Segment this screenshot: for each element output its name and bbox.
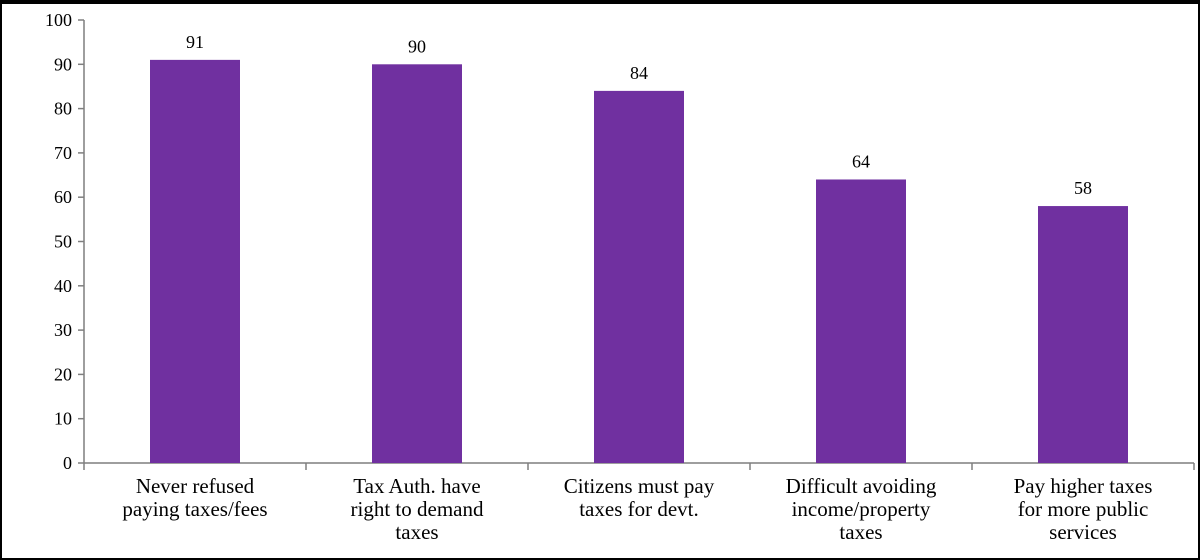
y-tick-label: 30 bbox=[54, 320, 72, 340]
x-category-label: Pay higher taxes bbox=[1014, 474, 1153, 498]
data-label: 64 bbox=[852, 151, 870, 171]
y-tick-label: 50 bbox=[54, 232, 72, 252]
x-category-label: taxes bbox=[395, 520, 438, 544]
bar bbox=[816, 179, 906, 464]
bar bbox=[372, 64, 462, 464]
data-label: 90 bbox=[408, 36, 426, 56]
axes: 0 10 20 30 40 50 60 70 80 90 100 bbox=[45, 10, 1195, 473]
x-category-label: right to demand bbox=[351, 497, 484, 521]
x-category-label: income/property bbox=[792, 497, 931, 521]
x-category-label: Citizens must pay bbox=[564, 474, 715, 498]
data-label: 91 bbox=[186, 32, 204, 52]
y-tick-label: 70 bbox=[54, 143, 72, 163]
bar bbox=[1038, 206, 1128, 463]
bar bbox=[594, 90, 684, 463]
y-tick-label: 0 bbox=[63, 453, 72, 473]
y-tick-label: 10 bbox=[54, 409, 72, 429]
bars bbox=[150, 59, 1128, 464]
x-category-label: Difficult avoiding bbox=[786, 474, 937, 498]
y-tick-label: 90 bbox=[54, 54, 72, 74]
x-category-label: taxes for devt. bbox=[579, 497, 699, 521]
title-band-edge bbox=[2, 0, 1200, 4]
y-tick-label: 100 bbox=[45, 10, 72, 30]
x-category-label: Never refused bbox=[136, 474, 255, 498]
x-category-label: for more public bbox=[1018, 497, 1149, 521]
y-tick-label: 40 bbox=[54, 276, 72, 296]
x-category-label: paying taxes/fees bbox=[122, 497, 267, 521]
data-label: 84 bbox=[630, 63, 648, 83]
x-category-label: services bbox=[1049, 520, 1117, 544]
y-tick-label: 20 bbox=[54, 364, 72, 384]
x-category-label: Tax Auth. have bbox=[353, 474, 480, 498]
data-label: 58 bbox=[1074, 178, 1092, 198]
bar bbox=[150, 59, 240, 464]
y-tick-label: 80 bbox=[54, 99, 72, 119]
y-tick-label: 60 bbox=[54, 187, 72, 207]
x-category-label: taxes bbox=[839, 520, 882, 544]
